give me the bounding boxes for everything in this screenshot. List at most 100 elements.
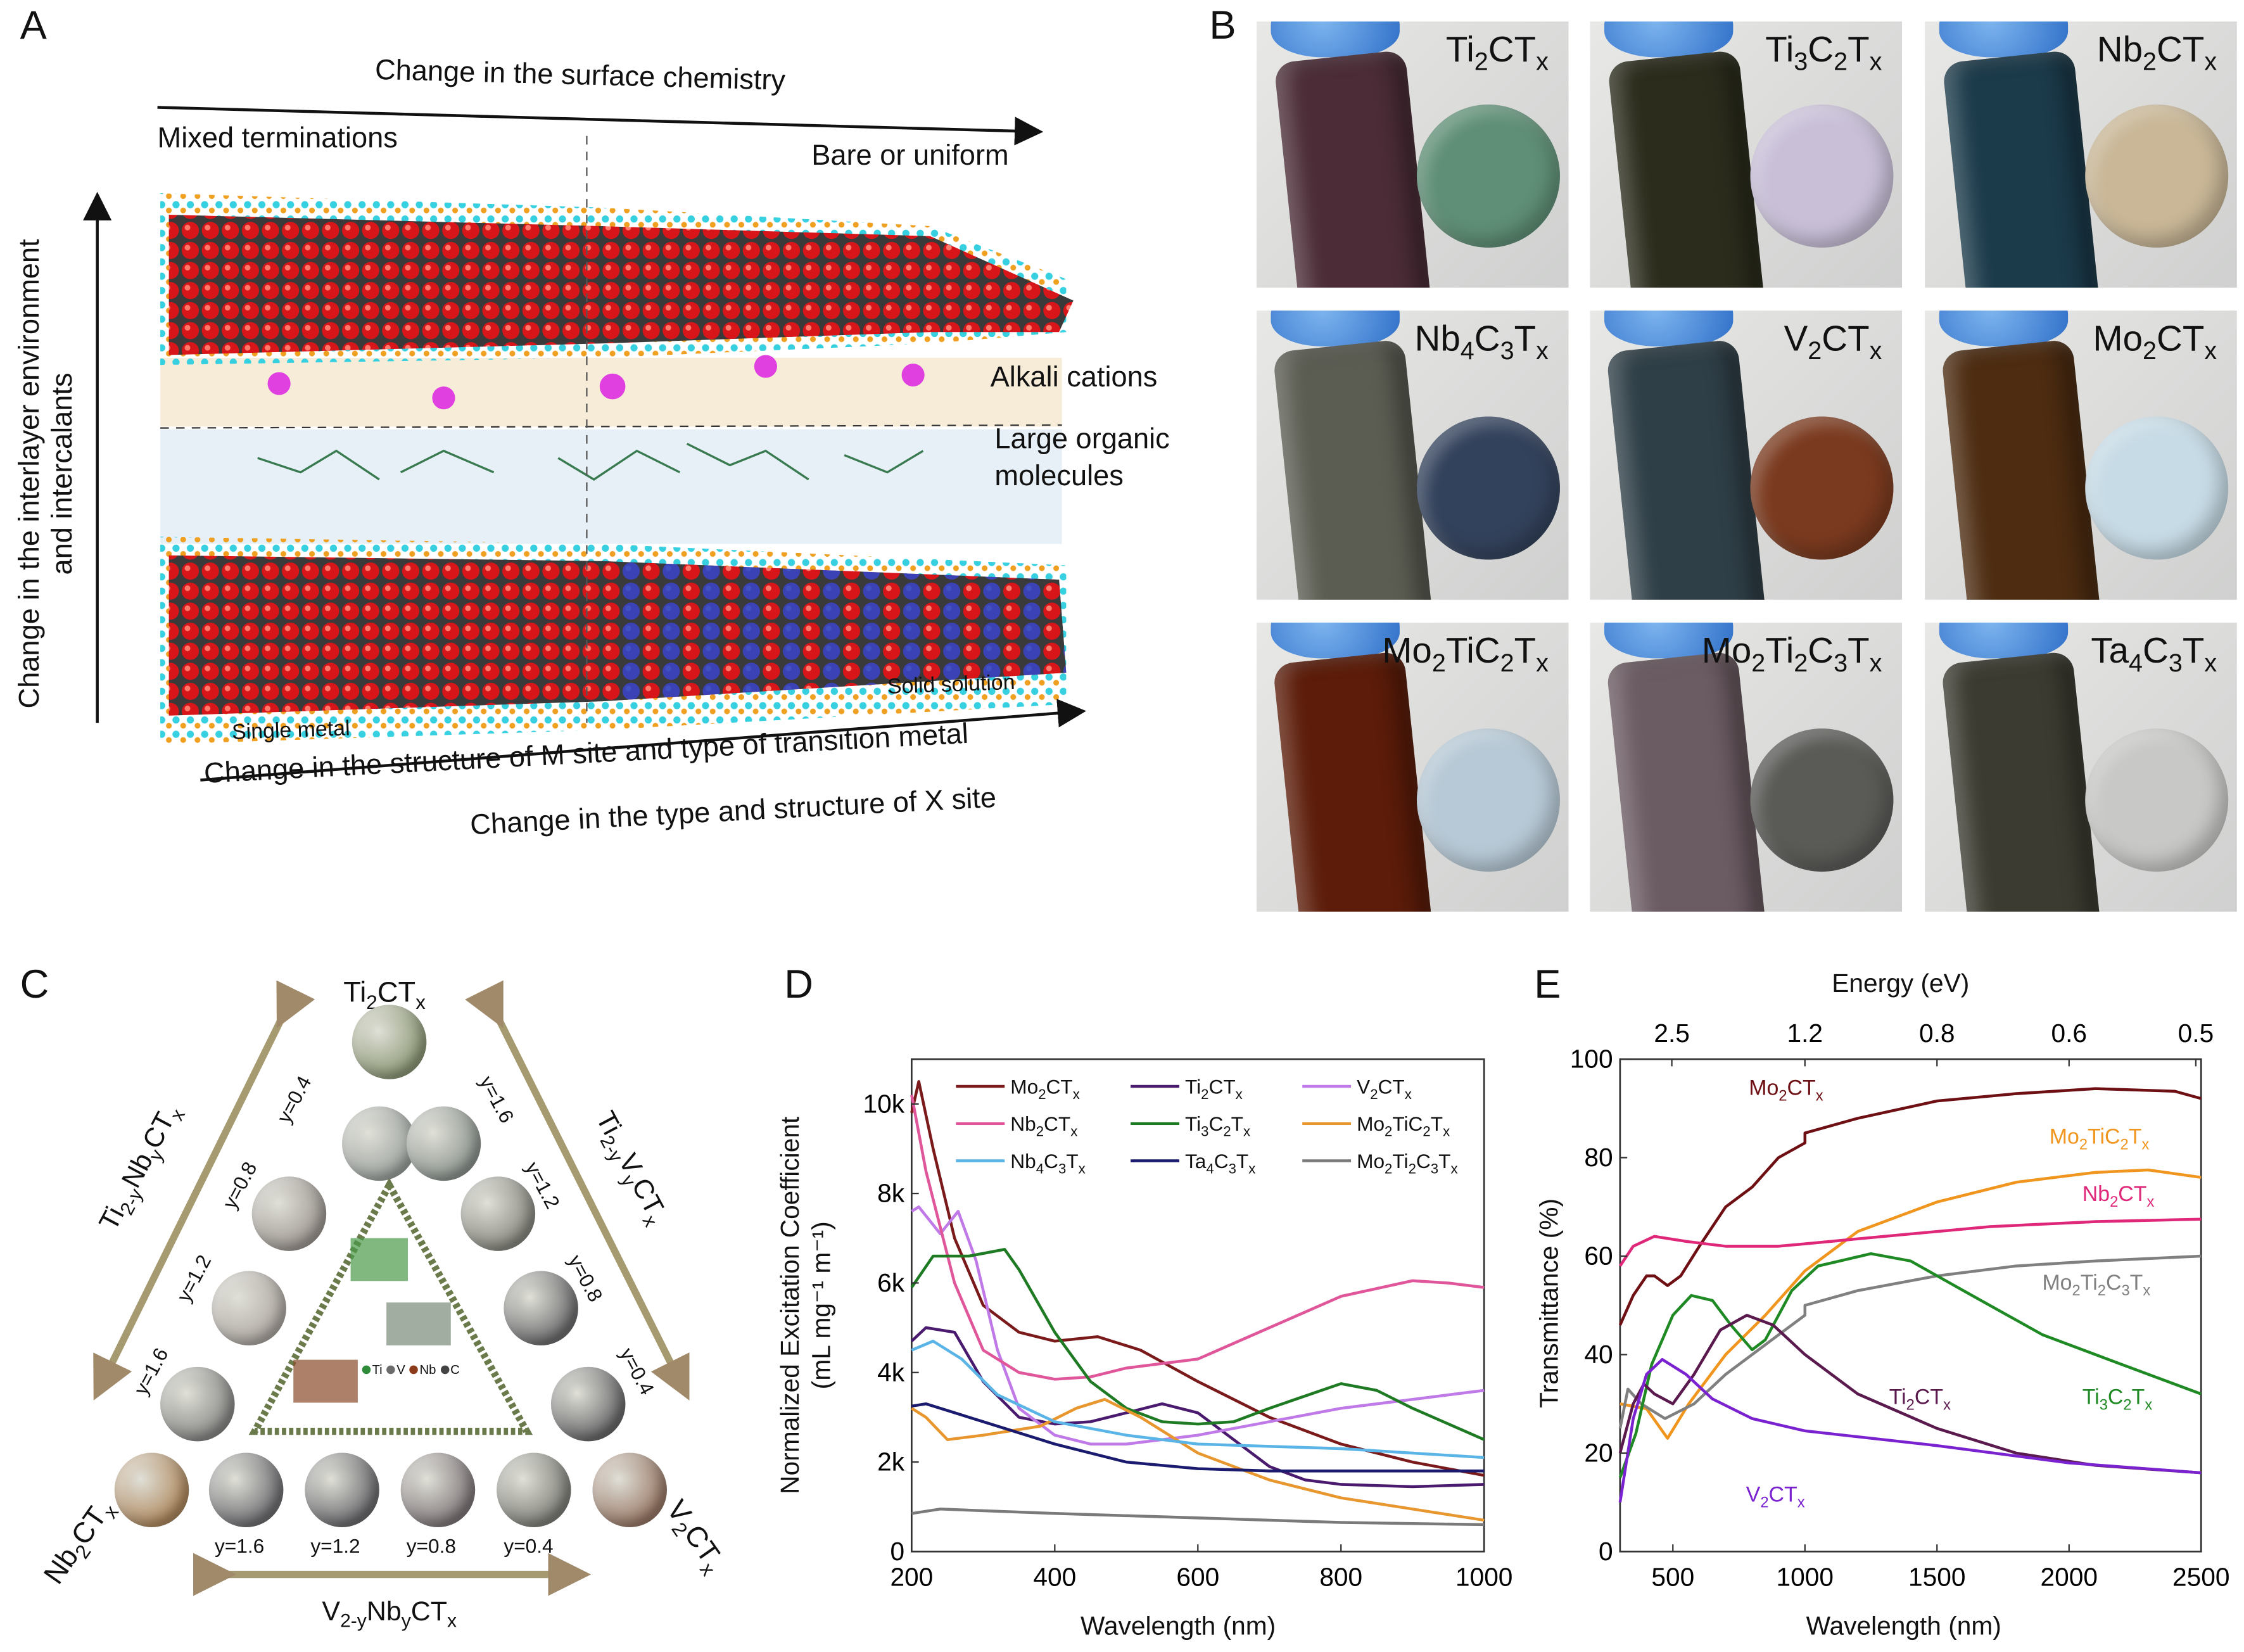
glove [1271, 21, 1400, 58]
mxene-film-circle [352, 1005, 427, 1079]
atomic-triangle [248, 1178, 533, 1435]
legend-item: Nb2CTx [956, 1112, 1078, 1141]
x-tick-label: 1500 [1908, 1563, 1965, 1592]
x-tick-label: 600 [1176, 1563, 1219, 1592]
series-line-Ti2CTx [1618, 1314, 2202, 1475]
panel-a-illustration [83, 106, 1087, 782]
legend-label: Nb2CTx [1010, 1112, 1078, 1141]
side-label-v-nb: V2-yNbyCTx [322, 1597, 457, 1632]
sample-label: Mo2Ti2C3Tx [1701, 631, 1882, 677]
atom-legend: Ti V Nb C [358, 1363, 460, 1377]
surface-chemistry-arrow [157, 106, 1044, 146]
top-mxene-slab [168, 214, 1074, 355]
glove [1939, 622, 2069, 659]
series-label: V2CTx [1746, 1482, 1805, 1512]
top-x-tick-label: 0.8 [1919, 1019, 1955, 1048]
top-x-tick-label: 2.5 [1654, 1019, 1690, 1048]
chart-d-xlabel: Wavelength (nm) [1080, 1611, 1276, 1641]
legend-item: Nb4C3Tx [956, 1149, 1086, 1177]
chart-e-ylabel: Transmittance (%) [1535, 1198, 1564, 1408]
y-tick-label: 2k [877, 1447, 905, 1477]
sample-photo [1256, 21, 1569, 288]
mxene-film-circle [550, 1366, 626, 1442]
legend-item: Ta4C3Tx [1131, 1149, 1255, 1177]
plot-frame [1619, 1058, 2202, 1553]
legend-swatch [1302, 1122, 1352, 1126]
sample-label: Mo2CTx [2093, 319, 2217, 365]
y-tick-label: 60 [1584, 1242, 1613, 1271]
mxene-film-circle [160, 1366, 235, 1442]
x-tick-label: 800 [1319, 1563, 1362, 1592]
sample-label: V2CTx [1784, 319, 1882, 365]
y-label-bottom: y=0.4 [504, 1534, 554, 1558]
x-tick-label: 1000 [1777, 1563, 1834, 1592]
legend-label: Mo2TiC2Tx [1357, 1112, 1450, 1141]
sample-label: Ta4C3Tx [2091, 631, 2217, 677]
series-line-Nb4C3Tx [911, 1339, 1485, 1459]
atom-legend-label: V [396, 1363, 405, 1377]
legend-label: Ti2CTx [1184, 1074, 1243, 1103]
sample-label: Ti3C2Tx [1765, 30, 1882, 76]
mxene-film-circle [305, 1452, 379, 1527]
y-tick-label: 40 [1584, 1340, 1613, 1369]
series-line-Nb2CTx [910, 1095, 1485, 1381]
series-line-Ti3C2Tx [1618, 1252, 2202, 1478]
mxene-film-circle [208, 1452, 284, 1527]
legend-item: Ti2CTx [1131, 1074, 1243, 1103]
legend-label: Mo2Ti2C3Tx [1357, 1149, 1458, 1178]
series-line-Mo2CTx [1618, 1087, 2202, 1326]
sample-photo [1925, 21, 2237, 288]
mxene-film-circle [212, 1271, 286, 1346]
organic-molecules [257, 442, 924, 481]
sample-photo [1590, 310, 1903, 600]
glove [1604, 21, 1734, 58]
atom-dot-icon [386, 1365, 396, 1375]
panel-label-a: A [20, 3, 47, 48]
glove [1271, 622, 1400, 659]
interlayer-organic-region [160, 429, 1062, 544]
atom-dot-icon [440, 1365, 449, 1375]
legend-label: Ti3C2Tx [1184, 1112, 1251, 1141]
legend-swatch [1131, 1084, 1179, 1088]
bottom-mxene-slab-solid-solution [601, 561, 1067, 702]
glove [1939, 21, 2069, 58]
mxene-film-circle [460, 1176, 536, 1251]
mxene-film-circle [114, 1452, 189, 1527]
glove [1604, 622, 1734, 659]
sample-photo [1925, 310, 2237, 600]
sample-label: Ti2CTx [1445, 30, 1549, 76]
series-line-Ti2CTx [910, 1326, 1485, 1489]
series-line-Mo2Ti2C3Tx [911, 1508, 1485, 1527]
mxene-film-circle [406, 1106, 481, 1181]
series-line-Mo2TiC2Tx [1620, 1168, 2202, 1440]
atom-dot-icon [362, 1365, 371, 1375]
film-disc [1750, 104, 1894, 248]
legend-swatch [1131, 1122, 1179, 1126]
x-tick-label: 2500 [2172, 1563, 2229, 1592]
sample-photo [1256, 310, 1569, 600]
top-x-tick-label: 0.5 [2178, 1019, 2214, 1048]
panel-c-arrows [93, 980, 690, 1596]
legend-swatch [956, 1084, 1005, 1088]
sample-label: Mo2TiC2Tx [1382, 631, 1549, 677]
glove [1271, 310, 1400, 346]
y-label-bottom: y=1.2 [310, 1534, 360, 1558]
film-disc [1417, 104, 1560, 248]
y-label-bottom: y=0.8 [406, 1534, 457, 1558]
right-side-arrow [465, 980, 690, 1401]
legend-swatch [1302, 1084, 1352, 1088]
series-line-V2CTx [1618, 1357, 2202, 1503]
panel-label-c: C [20, 962, 49, 1007]
legend-item: V2CTx [1302, 1075, 1412, 1102]
sample-photo [1256, 622, 1569, 912]
y-tick-label: 80 [1584, 1143, 1613, 1172]
series-line-V2CTx [911, 1205, 1485, 1446]
film-disc [1750, 728, 1894, 872]
film-disc [1417, 728, 1560, 872]
film-disc [2085, 728, 2229, 872]
vertex-ti2ctx: Ti2CTx [343, 977, 426, 1013]
bare-uniform-label: Bare or uniform [811, 140, 1009, 172]
series-label: Mo2TiC2Tx [2049, 1125, 2150, 1154]
sample-label: Nb4C3Tx [1414, 319, 1549, 365]
